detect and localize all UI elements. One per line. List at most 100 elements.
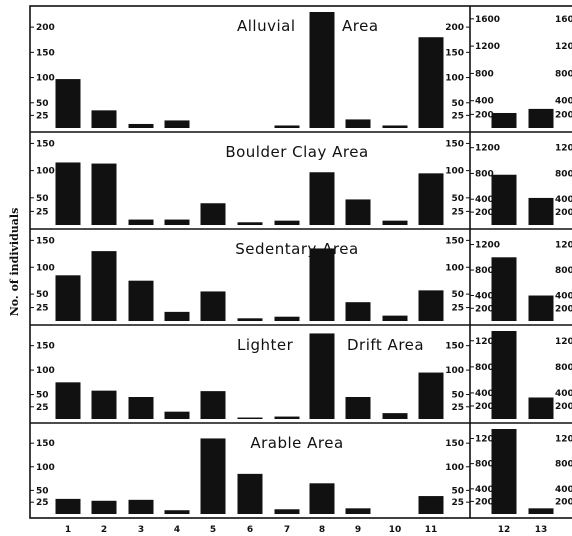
bar-panel3-cat5 xyxy=(200,291,226,321)
bar-panel5-cat1 xyxy=(55,498,81,514)
panel-title: Alluvial xyxy=(237,17,296,35)
bar-panel1-cat4 xyxy=(164,120,190,128)
inner-tick-label: 25 xyxy=(451,403,464,413)
right-inner-tick-label: 400 xyxy=(475,97,494,107)
right-outer-tick-label: 200 xyxy=(555,110,572,120)
bar-panel4-cat1 xyxy=(55,382,81,419)
bar-panel2-cat12 xyxy=(491,174,517,225)
bar-panel4-cat6 xyxy=(237,417,263,419)
right-outer-tick-label: 1200 xyxy=(555,42,572,52)
bar-panel1-cat8 xyxy=(309,12,335,128)
bar-panel1-cat12 xyxy=(491,112,517,128)
left-tick-label: 150 xyxy=(36,439,55,449)
panel-title: Arable Area xyxy=(250,434,343,452)
x-axis-labels: 1 2 3 4 5 6 7 8 9 10 11 12 13 xyxy=(65,525,547,535)
bar-panel3-cat2 xyxy=(91,251,117,321)
right-outer-tick-label: 1200 xyxy=(555,337,572,347)
bar-panel3-cat6 xyxy=(237,318,263,321)
bar-panel2-cat4 xyxy=(164,219,190,225)
left-tick-label: 150 xyxy=(36,139,55,149)
bar-panel1-cat10 xyxy=(382,125,408,128)
bar-panel4-cat2 xyxy=(91,390,117,419)
left-tick-label: 50 xyxy=(36,99,49,109)
bar-panel5-cat11 xyxy=(418,496,444,514)
panel-2: 25 50 100 150 25 50 100 150 200 400 800 1200 200 400 8… xyxy=(30,139,572,225)
bar-panel5-cat2 xyxy=(91,500,117,514)
bar-panel5-cat9 xyxy=(345,508,371,514)
right-inner-tick-label: 200 xyxy=(475,110,494,120)
bar-panel2-cat10 xyxy=(382,220,408,225)
bar-panel3-cat13 xyxy=(528,295,554,321)
right-inner-tick-label: 1200 xyxy=(475,42,500,52)
left-tick-label: 50 xyxy=(36,194,49,204)
right-inner-tick-label: 200 xyxy=(475,208,494,218)
inner-tick-label: 50 xyxy=(451,391,464,401)
bar-panel2-cat2 xyxy=(91,163,117,225)
bar-panel3-cat8 xyxy=(309,248,335,321)
right-inner-tick-label: 400 xyxy=(475,389,494,399)
bar-panel1-cat2 xyxy=(91,110,117,128)
panel-4: 25 50 100 150 25 50 100 150 200 400 800 1200 200 400 8… xyxy=(30,331,572,419)
bar-panel5-cat13 xyxy=(528,508,554,514)
category-label: 13 xyxy=(535,525,548,535)
left-tick-label: 25 xyxy=(36,498,49,508)
bar-panel5-cat3 xyxy=(128,499,154,514)
bar-panel2-cat13 xyxy=(528,197,554,225)
left-tick-label: 100 xyxy=(36,366,55,376)
bar-panel3-cat3 xyxy=(128,280,154,321)
bar-panel4-cat11 xyxy=(418,372,444,419)
left-tick-label: 100 xyxy=(36,263,55,273)
right-outer-tick-label: 200 xyxy=(555,304,572,314)
inner-tick-label: 50 xyxy=(451,290,464,300)
category-label: 2 xyxy=(101,525,107,535)
y-axis-label: No. of individuals xyxy=(8,208,21,317)
inner-tick-label: 150 xyxy=(445,139,464,149)
bar-panel4-cat10 xyxy=(382,413,408,419)
bar-panel3-cat12 xyxy=(491,257,517,321)
bar-panel5-cat12 xyxy=(491,429,517,514)
left-tick-label: 150 xyxy=(36,236,55,246)
right-outer-tick-label: 1600 xyxy=(555,15,572,25)
left-tick-label: 100 xyxy=(36,74,55,84)
bar-panel5-cat4 xyxy=(164,510,190,514)
right-outer-tick-label: 1200 xyxy=(555,144,572,154)
category-label: 12 xyxy=(498,525,511,535)
right-inner-tick-label: 200 xyxy=(475,402,494,412)
left-tick-label: 150 xyxy=(36,48,55,58)
bar-panel1-cat9 xyxy=(345,119,371,128)
right-outer-tick-label: 400 xyxy=(555,485,572,495)
bar-panel2-cat3 xyxy=(128,219,154,225)
right-inner-tick-label: 800 xyxy=(475,460,494,470)
bar-panel2-cat11 xyxy=(418,173,444,225)
right-inner-tick-label: 1200 xyxy=(475,434,500,444)
bar-panel2-cat7 xyxy=(274,220,300,225)
left-tick-label: 100 xyxy=(36,463,55,473)
category-label: 9 xyxy=(355,525,361,535)
bar-panel1-cat11 xyxy=(418,37,444,128)
right-outer-tick-label: 800 xyxy=(555,69,572,79)
right-outer-tick-label: 800 xyxy=(555,460,572,470)
right-outer-tick-label: 200 xyxy=(555,208,572,218)
bar-panel5-cat5 xyxy=(200,438,226,514)
right-outer-tick-label: 400 xyxy=(555,389,572,399)
right-outer-tick-label: 200 xyxy=(555,402,572,412)
panel-5: 25 50 100 150 25 50 100 150 200 400 800 1200 200 400 8… xyxy=(30,429,572,514)
inner-tick-label: 25 xyxy=(451,207,464,217)
category-label: 5 xyxy=(210,525,216,535)
panel-title: Boulder Clay Area xyxy=(225,143,368,161)
right-inner-tick-label: 800 xyxy=(475,363,494,373)
category-label: 3 xyxy=(138,525,144,535)
right-inner-tick-label: 200 xyxy=(475,497,494,507)
left-tick-label: 50 xyxy=(36,290,49,300)
inner-tick-label: 150 xyxy=(445,342,464,352)
category-label: 8 xyxy=(319,525,325,535)
bar-panel4-cat4 xyxy=(164,411,190,419)
right-outer-tick-label: 400 xyxy=(555,97,572,107)
inner-tick-label: 25 xyxy=(451,304,464,314)
bar-panel3-cat7 xyxy=(274,316,300,321)
right-inner-tick-label: 800 xyxy=(475,69,494,79)
bar-panel2-cat9 xyxy=(345,199,371,225)
category-label: 10 xyxy=(389,525,402,535)
right-outer-tick-label: 400 xyxy=(555,292,572,302)
